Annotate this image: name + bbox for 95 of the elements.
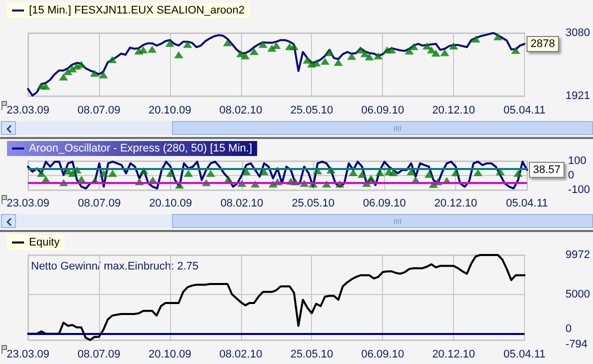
point — [76, 61, 86, 68]
x-tick-label: 08.02.10 — [219, 348, 262, 360]
point — [36, 170, 46, 177]
point — [41, 82, 50, 90]
x-tick-label: 05.04.11 — [504, 348, 546, 360]
point — [404, 47, 414, 54]
point — [493, 33, 502, 40]
annotation: Netto Gewinn/ max.Einbruch: 2.75 — [31, 260, 199, 272]
point — [174, 51, 184, 58]
point — [206, 170, 216, 177]
point — [374, 52, 383, 60]
y-tick-label: 0 — [568, 170, 574, 182]
point — [511, 46, 520, 54]
x-tick-label: 25.05.10 — [292, 198, 335, 210]
point — [347, 52, 356, 60]
point — [183, 40, 192, 48]
point — [426, 46, 436, 54]
point — [312, 59, 321, 66]
point — [108, 170, 118, 177]
point — [223, 39, 232, 46]
x-tick-label: 20.12.10 — [432, 348, 476, 360]
x-tick-label: 20.10.09 — [148, 104, 192, 116]
point — [138, 46, 148, 54]
x-tick-label: 05.04.11 — [506, 198, 548, 210]
x-tick-label: 20.10.09 — [148, 348, 192, 360]
y-tick-label: 9972 — [566, 249, 590, 261]
legend-label: Aroon_Oscillator - Express (280, 50) [15 Min.] — [29, 142, 252, 154]
point — [409, 43, 418, 50]
point — [375, 169, 384, 176]
y-tick-label: 0 — [566, 323, 572, 336]
point — [324, 49, 334, 56]
point — [422, 42, 432, 50]
y-tick-label: 100 — [568, 155, 586, 167]
x-tick-label: 20.10.09 — [149, 198, 192, 210]
point — [290, 43, 298, 50]
point — [366, 174, 376, 182]
point — [364, 53, 374, 60]
point — [320, 58, 330, 65]
point — [250, 48, 259, 55]
point — [387, 46, 396, 54]
point — [348, 169, 358, 176]
point — [471, 35, 480, 42]
x-tick-label: 06.09.10 — [361, 348, 404, 360]
x-tick-label: 08.02.10 — [220, 198, 264, 210]
point — [449, 42, 458, 50]
point — [165, 40, 174, 47]
x-tick-label: 06.09.10 — [363, 198, 406, 210]
line-series — [27, 160, 528, 190]
y-tick-label: -100 — [568, 184, 590, 196]
point — [258, 40, 268, 48]
point — [356, 46, 365, 54]
point — [240, 52, 250, 60]
x-tick-label: 23.03.09 — [6, 198, 50, 210]
point — [358, 170, 367, 178]
y-tick-label: -794 — [566, 338, 588, 350]
point — [514, 170, 523, 177]
point — [108, 56, 117, 64]
point — [184, 170, 193, 177]
point — [272, 42, 281, 49]
x-tick-label: 08.07.09 — [78, 348, 120, 360]
point — [388, 169, 398, 176]
x-tick-label: 20.12.10 — [432, 104, 476, 116]
x-tick-label: 23.03.09 — [6, 104, 50, 116]
data-label: 2878 — [530, 38, 556, 50]
x-tick-label: 08.02.10 — [219, 104, 262, 116]
point — [473, 169, 482, 176]
point — [451, 169, 460, 176]
point — [68, 170, 78, 177]
point — [68, 65, 77, 72]
point — [431, 50, 440, 57]
point — [90, 70, 99, 77]
x-tick-label: 23.03.09 — [6, 348, 50, 360]
point — [166, 170, 176, 177]
point — [424, 170, 434, 178]
point — [148, 46, 157, 53]
legend-label: [15 Min.] FESXJN11.EUX SEALION_aroon2 — [29, 4, 245, 16]
legend-label: Equity — [29, 236, 60, 248]
x-tick-label: 06.09.10 — [361, 104, 404, 116]
y-tick-label: 3080 — [566, 27, 590, 39]
y-tick-label: 5000 — [566, 288, 590, 300]
point — [58, 74, 68, 81]
line-series — [27, 32, 526, 97]
point — [99, 170, 108, 177]
x-tick-label: 20.12.10 — [434, 198, 478, 210]
point — [334, 58, 343, 66]
y-tick-label: 1921 — [566, 90, 590, 102]
x-tick-label: 05.04.11 — [504, 104, 546, 116]
data-label: 38.57 — [532, 164, 561, 176]
point — [302, 56, 312, 64]
x-tick-label: 08.07.09 — [78, 198, 121, 210]
x-tick-label: 25.05.10 — [290, 104, 334, 116]
point — [440, 49, 450, 56]
x-tick-label: 25.05.10 — [290, 348, 334, 360]
point — [98, 71, 108, 78]
x-tick-label: 08.07.09 — [78, 104, 120, 116]
